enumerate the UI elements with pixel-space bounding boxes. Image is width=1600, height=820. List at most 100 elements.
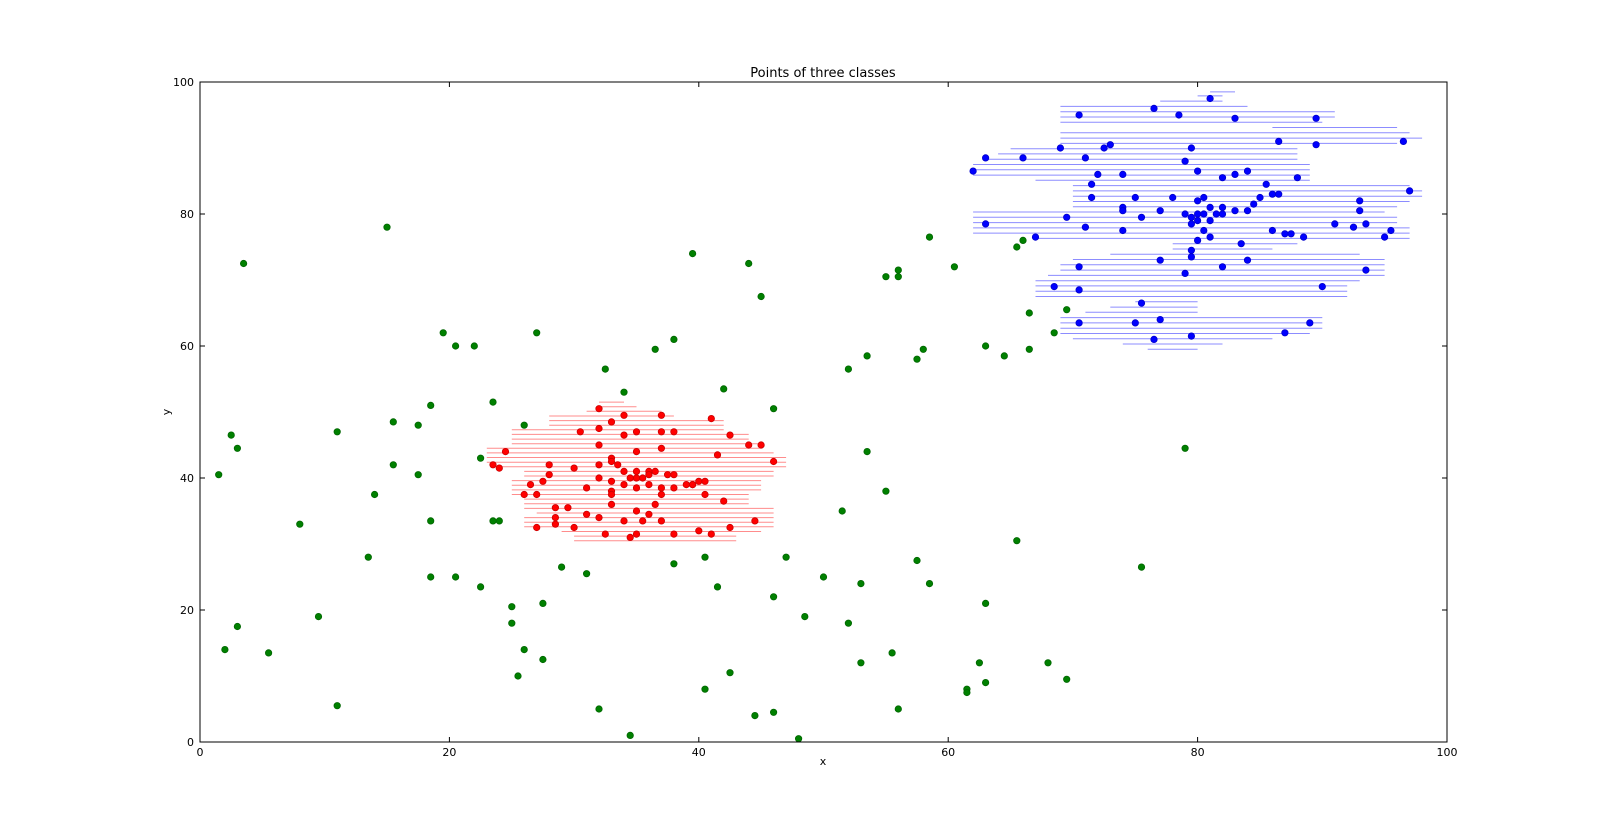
x-tick-label: 20 <box>442 746 456 759</box>
data-point <box>632 484 641 492</box>
data-point <box>963 688 971 697</box>
data-point <box>620 467 628 475</box>
data-point <box>745 259 753 268</box>
data-point <box>1063 306 1071 314</box>
data-point <box>601 530 609 538</box>
bands-layer <box>486 91 1423 542</box>
data-point <box>607 457 616 466</box>
data-point <box>769 457 778 466</box>
data-point <box>1181 210 1189 218</box>
data-point <box>913 355 921 363</box>
data-point <box>533 329 541 337</box>
data-point <box>769 593 778 601</box>
data-point <box>1331 220 1339 228</box>
data-point <box>757 441 765 449</box>
data-point <box>919 345 927 353</box>
data-point <box>264 649 273 657</box>
data-point <box>1231 207 1239 215</box>
data-point <box>514 672 522 680</box>
series-0 <box>969 94 1414 343</box>
data-point <box>645 471 653 479</box>
data-point <box>533 490 541 499</box>
density-band-0 <box>973 91 1423 350</box>
data-point <box>383 223 391 231</box>
data-point <box>595 474 603 482</box>
data-point <box>632 474 641 482</box>
data-point <box>713 583 722 591</box>
data-point <box>314 612 323 621</box>
data-point <box>670 471 678 479</box>
data-point <box>1181 157 1189 165</box>
data-point <box>670 560 678 568</box>
data-point <box>769 708 778 716</box>
data-point <box>844 365 853 373</box>
data-point <box>489 461 497 469</box>
data-point <box>657 484 666 492</box>
data-point <box>595 424 603 433</box>
data-point <box>695 527 703 535</box>
data-point <box>1131 319 1139 327</box>
data-point <box>657 444 666 452</box>
data-point <box>651 467 659 475</box>
data-point <box>969 167 977 175</box>
data-point <box>607 490 616 499</box>
data-point <box>925 233 934 241</box>
data-point <box>526 480 535 489</box>
data-point <box>215 471 223 479</box>
data-point <box>607 418 616 426</box>
data-point <box>1356 197 1364 205</box>
data-point <box>533 523 541 532</box>
data-point <box>595 441 603 449</box>
data-point <box>595 705 603 713</box>
data-point <box>595 405 603 413</box>
data-point <box>1075 319 1083 327</box>
data-point <box>1275 137 1283 145</box>
data-point <box>1075 111 1083 119</box>
series-1 <box>489 405 778 542</box>
data-point <box>975 659 984 667</box>
data-point <box>1206 203 1214 211</box>
data-point <box>1175 111 1183 119</box>
data-point <box>607 500 616 508</box>
data-point <box>682 480 690 489</box>
data-point <box>233 622 241 631</box>
data-point <box>620 517 628 525</box>
data-point <box>1013 243 1021 251</box>
data-point <box>451 573 460 581</box>
data-point <box>582 484 591 492</box>
data-point <box>414 421 422 429</box>
data-point <box>1088 193 1096 202</box>
data-point <box>1119 207 1127 215</box>
data-point <box>1100 144 1108 152</box>
data-point <box>1156 315 1164 324</box>
x-tick-label: 60 <box>941 746 955 759</box>
data-point <box>1131 193 1139 202</box>
density-band-1 <box>486 401 787 542</box>
data-point <box>726 669 734 677</box>
y-tick-label: 100 <box>173 76 194 89</box>
data-point <box>1256 193 1264 202</box>
data-point <box>888 649 896 657</box>
data-point <box>233 444 241 452</box>
data-point <box>1025 309 1033 317</box>
data-point <box>1200 193 1208 202</box>
data-point <box>1187 332 1196 340</box>
data-point <box>1056 144 1065 152</box>
data-point <box>720 497 728 505</box>
data-point <box>1013 537 1021 545</box>
data-point <box>1218 203 1227 211</box>
data-point <box>221 645 229 654</box>
data-point <box>1088 180 1096 188</box>
data-point <box>520 490 528 499</box>
data-point <box>981 342 990 350</box>
data-point <box>863 352 871 360</box>
data-point <box>539 655 547 664</box>
data-point <box>1231 114 1239 122</box>
data-point <box>670 428 678 436</box>
data-point <box>1194 236 1202 244</box>
data-point <box>626 731 634 740</box>
data-point <box>751 711 759 720</box>
data-point <box>539 477 547 485</box>
x-tick-label: 0 <box>197 746 204 759</box>
